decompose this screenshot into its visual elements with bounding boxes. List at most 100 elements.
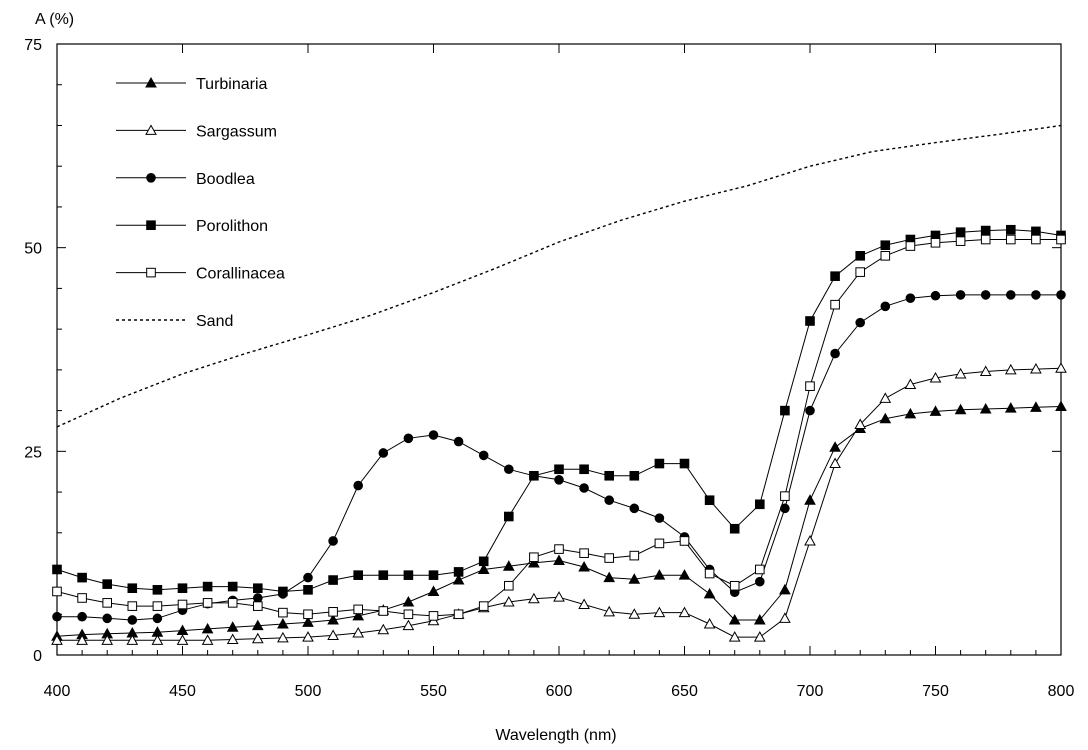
turbinaria-data-point (528, 556, 540, 568)
porolithon-data-point (77, 572, 87, 583)
boodlea-data-point (604, 495, 615, 506)
sargassum-data-point (854, 418, 867, 429)
boodlea-data-point (1056, 290, 1066, 300)
sargassum-data-point (1004, 363, 1017, 375)
porolithon-data-point (403, 570, 414, 580)
boodlea-data-point (127, 615, 138, 625)
porolithon-data-point (227, 581, 238, 592)
porolithon-data-point (654, 458, 665, 469)
porolithon-data-point (579, 464, 589, 475)
porolithon-data-point (729, 523, 740, 534)
corallinacea-data-point (679, 536, 690, 546)
legend-porolithon-label: Porolithon (196, 218, 268, 235)
x-tick-label: 800 (1048, 683, 1075, 700)
turbinaria-data-point (302, 616, 314, 627)
sargassum-data-point (829, 457, 841, 469)
turbinaria-data-point (703, 587, 716, 599)
boodlea-data-point (579, 483, 589, 493)
turbinaria-data-point (352, 609, 365, 621)
boodlea-data-point (1006, 290, 1016, 300)
boodlea-data-point (629, 503, 640, 514)
porolithon-data-point (478, 556, 489, 567)
corallinacea-data-point (127, 601, 138, 611)
corallinacea-data-point (378, 606, 389, 616)
sargassum-data-point (51, 634, 63, 645)
turbinaria-data-point (477, 563, 490, 574)
turbinaria-data-point (452, 574, 465, 585)
legend-sargassum-marker (145, 124, 157, 135)
turbinaria-data-point (1004, 402, 1017, 413)
legend: Turbinaria Sargassum Boodlea Porolithon Cora… (116, 76, 285, 330)
porolithon-data-point (303, 585, 313, 595)
porolithon-data-point (1006, 224, 1016, 235)
corallinacea-data-point (227, 598, 238, 608)
porolithon-data-point (980, 225, 991, 236)
corallinacea-data-point (579, 548, 589, 558)
x-tick-label: 550 (420, 683, 447, 700)
turbinaria-data-point (402, 596, 415, 607)
corallinacea-data-point (980, 234, 991, 245)
x-tick-label: 500 (295, 683, 322, 700)
turbinaria-data-point (553, 554, 565, 565)
turbinaria-data-point (779, 583, 791, 595)
x-tick-label: 450 (169, 683, 196, 700)
turbinaria-data-point (327, 613, 339, 625)
porolithon-data-point (805, 316, 815, 326)
boodlea-data-point (855, 317, 866, 328)
corallinacea-data-point (1056, 234, 1066, 245)
boodlea-data-point (805, 405, 815, 416)
porolithon-data-point (328, 575, 338, 585)
y-tick-label: 50 (24, 241, 42, 258)
corallinacea-data-point (855, 267, 866, 277)
boodlea-data-point (1031, 290, 1041, 300)
sargassum-data-point (1030, 363, 1042, 374)
legend-corallinacea-label: Corallinacea (196, 266, 285, 283)
corallinacea-data-point (604, 553, 615, 563)
porolithon-data-point (428, 570, 439, 580)
porolithon-data-point (152, 585, 163, 595)
boodlea-data-point (504, 464, 514, 475)
sargassum-data-point (151, 634, 164, 645)
sargassum-data-point (929, 371, 942, 383)
porolithon-data-point (52, 564, 62, 575)
sargassum-data-point (703, 618, 716, 629)
porolithon-data-point (529, 470, 539, 481)
corallinacea-data-point (1006, 234, 1016, 245)
porolithon-data-point (629, 470, 640, 481)
corallinacea-data-point (830, 299, 840, 310)
legend-sargassum-label: Sargassum (196, 123, 277, 140)
legend-turbinaria-marker (145, 76, 157, 88)
porolithon-data-point (453, 567, 464, 577)
corallinacea-data-point (1031, 234, 1041, 245)
turbinaria-data-point (678, 569, 691, 580)
y-axis-title: A (%) (35, 11, 74, 28)
sargassum-data-point (277, 631, 289, 643)
sargassum-data-point (804, 534, 816, 546)
sargassum-data-point (76, 634, 88, 645)
sargassum-data-point (352, 626, 365, 638)
corallinacea-data-point (102, 598, 113, 608)
boodlea-data-point (403, 433, 414, 444)
turbinaria-data-point (603, 571, 616, 583)
corallinacea-data-point (704, 568, 715, 579)
boodlea-data-point (905, 293, 916, 303)
turbinaria-data-point (226, 621, 239, 632)
legend-turbinaria-label: Turbinaria (196, 76, 268, 93)
sargassum-data-point (327, 629, 339, 640)
porolithon-data-point (378, 570, 389, 580)
legend-boodlea-marker (146, 173, 156, 183)
x-tick-label: 400 (44, 683, 71, 700)
boodlea-data-point (980, 290, 991, 300)
sargassum-data-point (226, 633, 239, 645)
turbinaria-data-point (753, 613, 766, 625)
boodlea-data-point (955, 290, 966, 300)
corallinacea-data-point (805, 381, 815, 391)
turbinaria-data-point (502, 560, 515, 571)
sargassum-data-point (753, 631, 766, 642)
boodlea-data-point (554, 475, 564, 485)
turbinaria-data-point (954, 403, 967, 415)
legend-porolithon-marker (146, 220, 156, 230)
boodlea-data-point (378, 448, 389, 458)
corallinacea-data-point (77, 593, 87, 603)
